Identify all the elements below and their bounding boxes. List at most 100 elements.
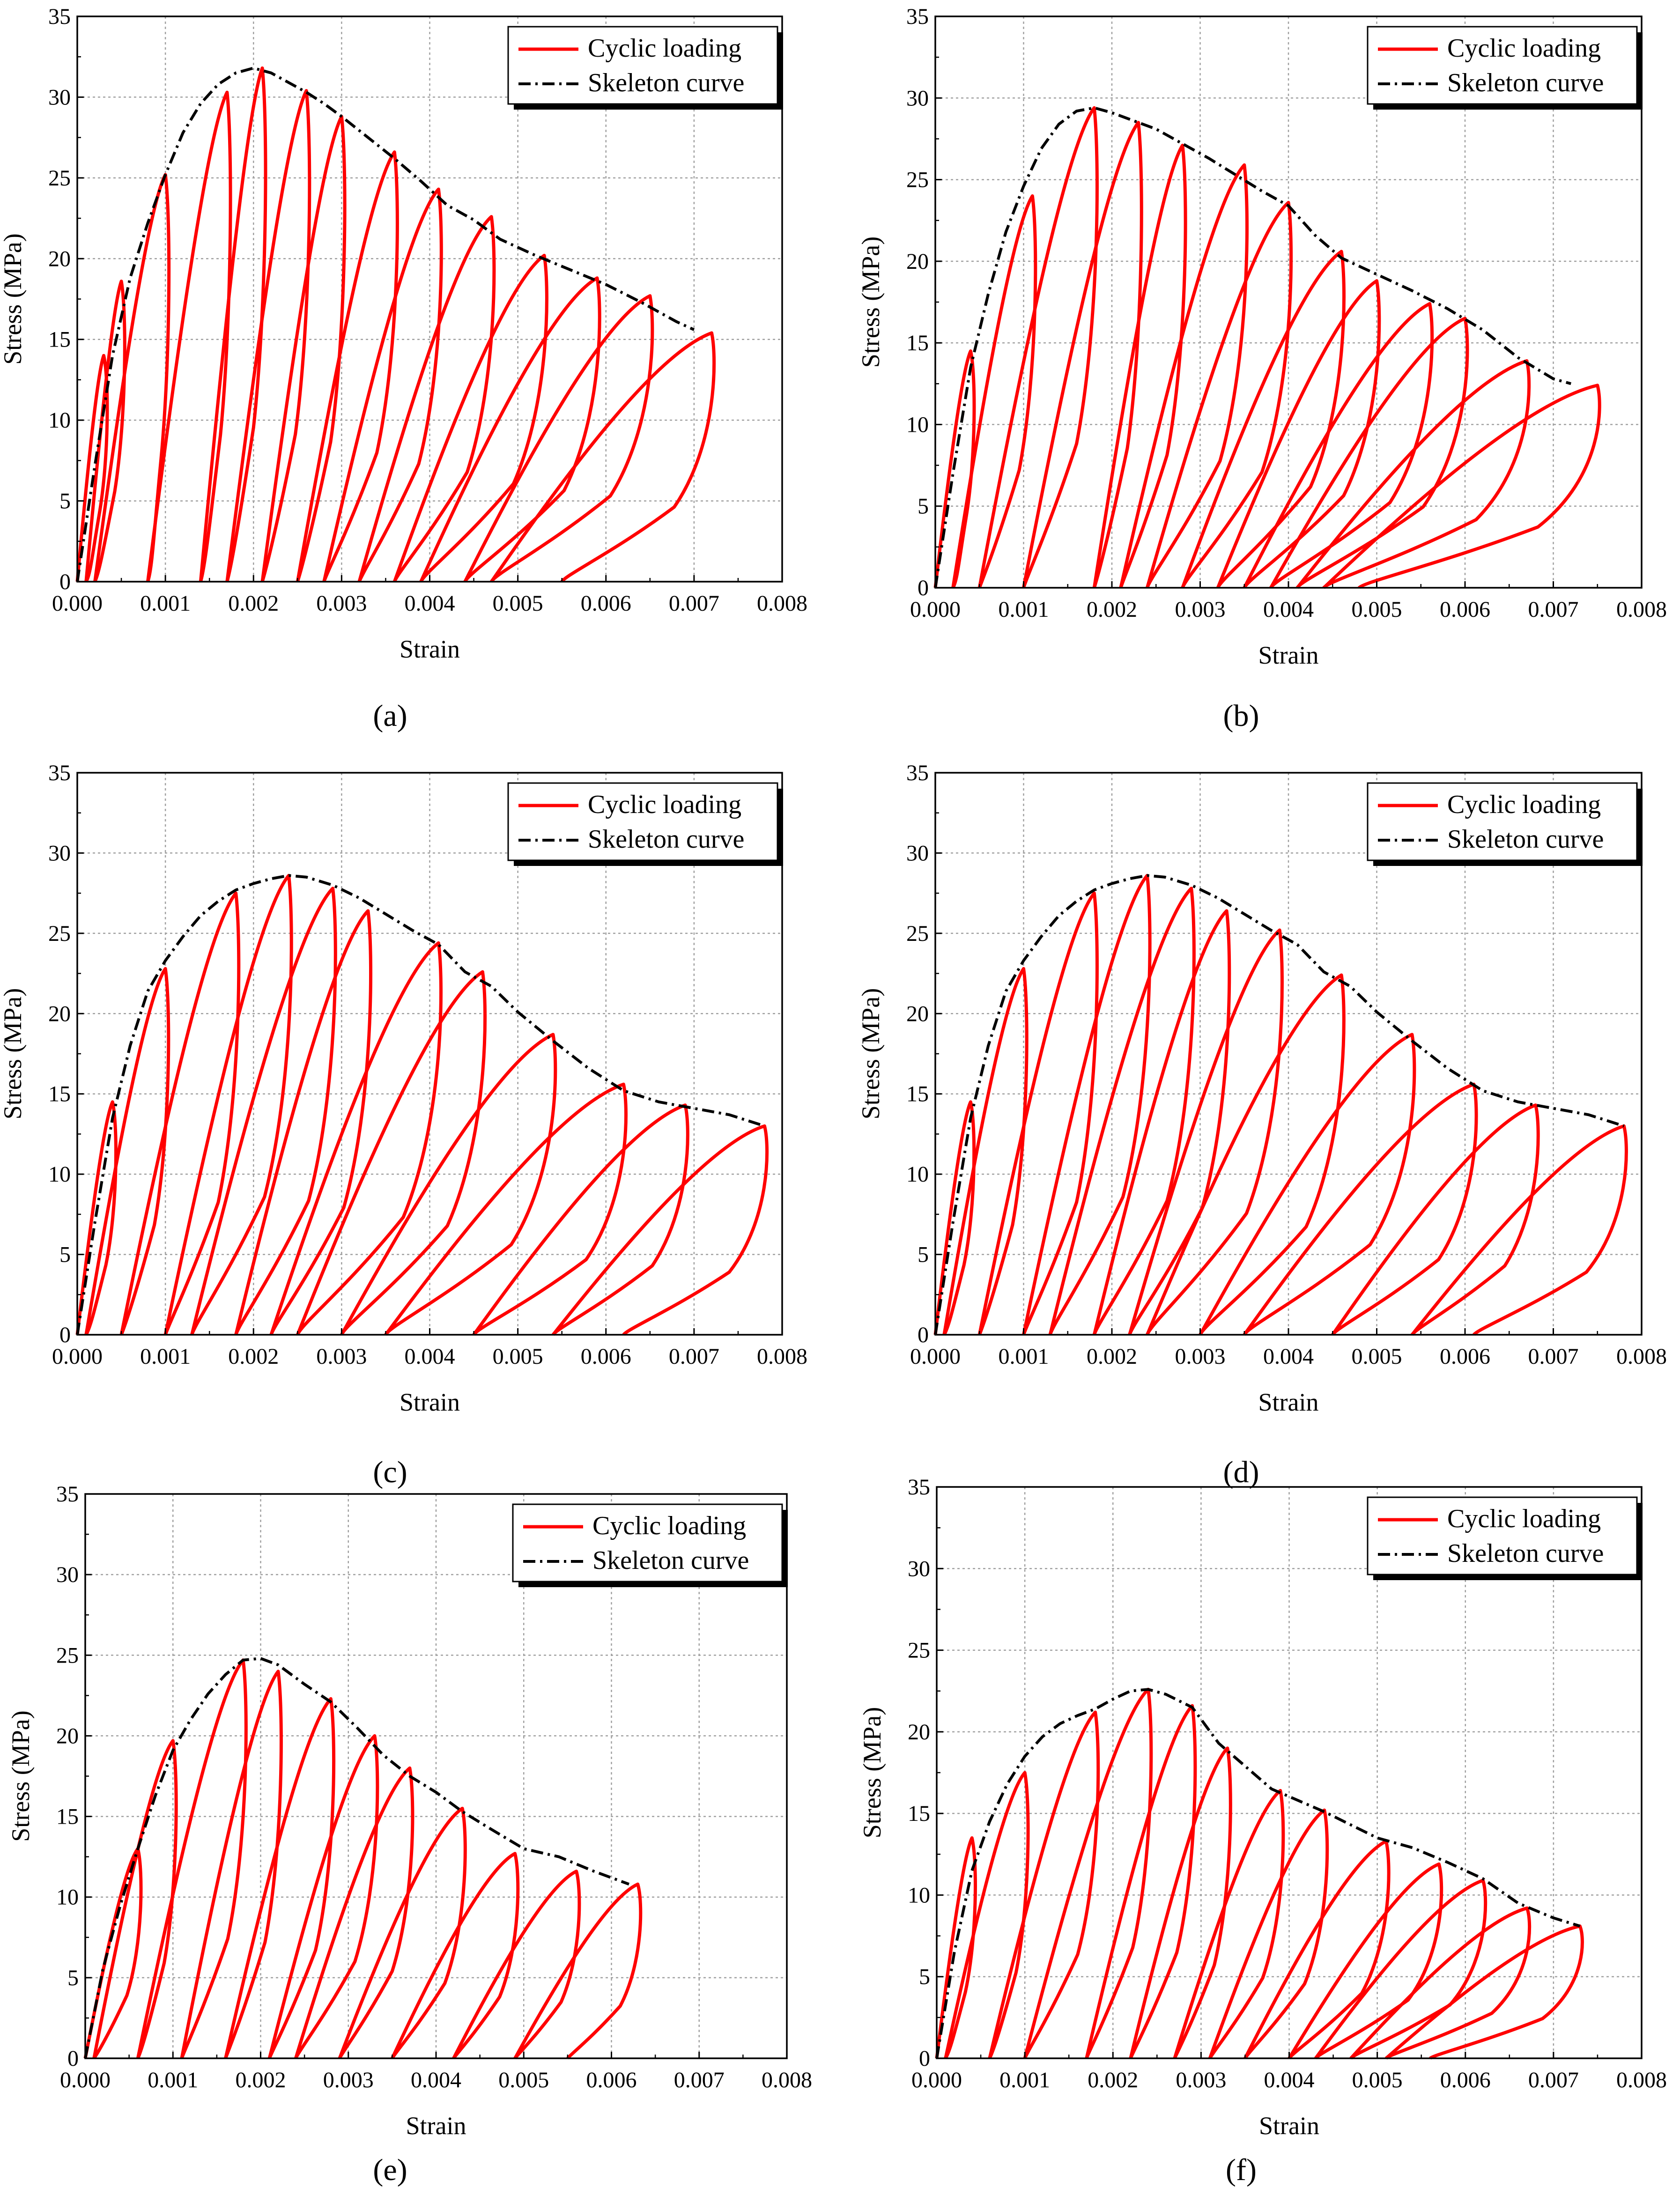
cyclic-loop [296,970,487,1336]
legend-label-cyclic: Cyclic loading [1447,34,1601,63]
panel-label: (d) [1223,1455,1259,1489]
skeleton-curve-line [935,1688,1581,2059]
cyclic-loop [977,891,1099,1336]
y-tick-label: 5 [918,494,929,519]
x-tick-label: 0.001 [999,2068,1050,2092]
chart-panel-c: 0.000 0.001 0.002 0.003 0.004 0.005 0.006 0.007… [0,761,807,1489]
cyclic-loop [944,1771,1030,2059]
panel-label: (c) [373,1455,407,1489]
cyclic-loop [296,150,399,583]
cyclic-loop [234,909,373,1336]
x-tick-label: 0.007 [674,2068,725,2092]
cyclic-loop [1146,200,1293,589]
x-tick-label: 0.005 [498,2068,549,2092]
y-tick-label: 0 [918,576,929,600]
y-tick-label: 30 [48,841,71,865]
x-tick-label: 0.006 [581,1344,631,1369]
cyclic-loop [977,106,1099,589]
x-tick-label: 0.001 [148,2068,198,2092]
x-tick-label: 0.003 [1175,597,1226,622]
cyclic-loop [1023,1687,1153,2059]
legend-box [1367,26,1638,105]
cyclic-loop [1314,1878,1488,2060]
x-tick-label: 0.004 [1264,2068,1315,2092]
y-axis: 0 5 10 15 20 25 30 35 [906,761,942,1347]
y-tick-label: 0 [918,1323,929,1347]
cyclic-loading-series [935,1687,1584,2060]
x-tick-label: 0.006 [581,591,631,616]
y-tick-label: 30 [56,1562,79,1587]
x-tick-label: 0.002 [1088,2068,1138,2092]
cyclic-loop [1085,1704,1197,2059]
legend-box [507,26,778,105]
y-tick-label: 5 [59,1242,71,1267]
y-axis: 0 5 10 15 20 25 30 35 [48,4,84,594]
x-tick-label: 0.008 [762,2068,812,2092]
cyclic-loop [1331,1103,1540,1336]
x-tick-label: 0.008 [757,591,807,616]
cyclic-loop [1216,279,1381,589]
cyclic-loop [260,115,347,583]
x-axis-title: Strain [1258,641,1319,669]
x-tick-label: 0.007 [1528,597,1579,622]
cyclic-loop [1129,1746,1232,2059]
x-tick-label: 0.002 [1087,1344,1137,1369]
cyclic-loop [1296,359,1531,589]
y-tick-label: 30 [906,86,929,111]
cyclic-loop [1243,1082,1478,1336]
y-tick-label: 15 [48,327,71,352]
cyclic-loop [1385,1924,1584,2060]
y-tick-label: 35 [56,1482,79,1507]
x-tick-label: 0.002 [1087,597,1137,622]
x-tick-label: 0.000 [911,2068,962,2092]
y-tick-label: 10 [908,1883,930,1908]
cyclic-loop [1092,909,1231,1336]
y-tick-label: 25 [906,168,929,192]
cyclic-loop [933,1100,976,1336]
y-axis: 0 5 10 15 20 25 30 35 [908,1475,943,2071]
legend-label-cyclic: Cyclic loading [592,1511,746,1540]
x-tick-label: 0.005 [1352,597,1402,622]
x-axis-title: Strain [1259,2112,1319,2140]
cyclic-loop [1128,928,1284,1336]
cyclic-loop [1022,873,1152,1336]
x-axis: 0.000 0.001 0.002 0.003 0.004 0.005 0.006 0.007… [911,2052,1667,2092]
y-tick-label: 25 [908,1638,930,1663]
cyclic-loop [1092,143,1187,589]
panel-label: (b) [1223,699,1259,733]
x-axis: 0.000 0.001 0.002 0.003 0.004 0.005 0.006 0.007… [52,575,807,616]
x-tick-label: 0.004 [411,2068,461,2092]
x-axis-title: Strain [400,635,460,663]
x-tick-label: 0.001 [999,597,1049,622]
x-tick-label: 0.001 [140,591,191,616]
y-tick-label: 20 [906,1001,929,1026]
y-tick-label: 20 [908,1720,930,1745]
y-tick-label: 10 [48,408,71,433]
chart-panel-b: 0.000 0.001 0.002 0.003 0.004 0.005 0.006 0.007… [857,4,1667,733]
x-tick-label: 0.005 [493,1344,543,1369]
x-axis-title: Strain [400,1388,460,1416]
y-tick-label: 5 [919,1965,930,1989]
cyclic-loop [1243,1839,1391,2060]
x-tick-label: 0.000 [52,591,103,616]
cyclic-loop [392,253,548,583]
cyclic-loop [1173,1789,1285,2059]
y-tick-label: 10 [906,1162,929,1187]
cyclic-loop [322,187,443,583]
x-tick-label: 0.001 [999,1344,1049,1369]
x-tick-label: 0.004 [405,1344,455,1369]
x-tick-label: 0.005 [493,591,543,616]
cyclic-loop [391,1852,520,2060]
cyclic-loop [419,276,601,583]
y-axis-title: Stress (MPa) [857,237,885,368]
cyclic-loop [75,1100,118,1336]
panel-label: (e) [373,2153,407,2187]
cyclic-loading-series [75,66,716,583]
skeleton-curve-line [76,67,695,582]
chart-panel-a: 0.000 0.001 0.002 0.003 0.004 0.005 0.006 0.007… [0,4,807,733]
legend-box [512,1503,783,1582]
cyclic-loop [136,1658,248,2059]
cyclic-loop [163,873,293,1336]
x-axis: 0.000 0.001 0.002 0.003 0.004 0.005 0.006 0.007… [52,1328,807,1369]
legend-label-cyclic: Cyclic loading [1447,790,1601,819]
